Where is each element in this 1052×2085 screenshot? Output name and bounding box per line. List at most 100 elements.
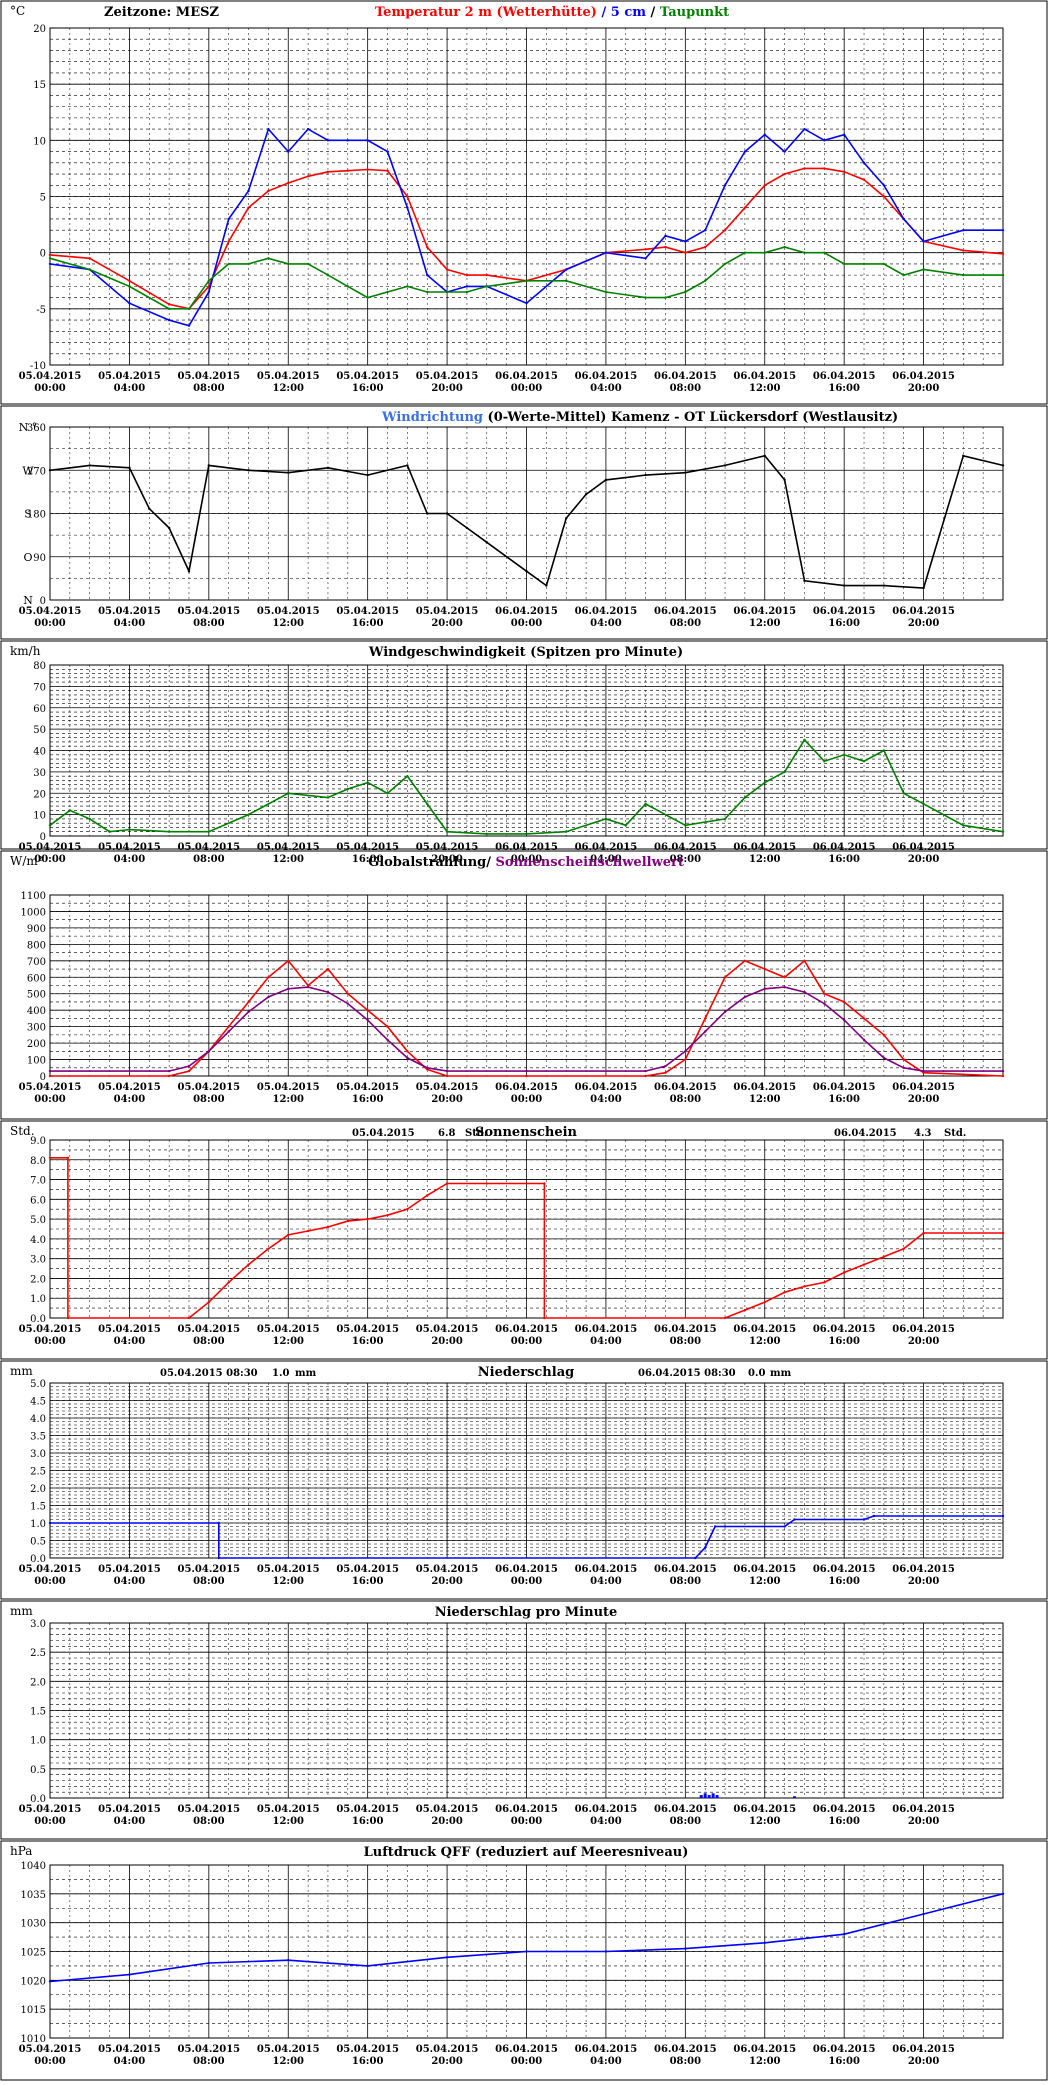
x-tick-time: 04:00 [590, 1576, 622, 1587]
x-tick-date: 05.04.2015 [257, 2044, 320, 2055]
x-tick-date: 05.04.2015 [98, 1804, 161, 1815]
title-part: Sonnenschein [475, 1125, 578, 1140]
x-tick-date: 05.04.2015 [416, 1804, 479, 1815]
x-tick-time: 16:00 [828, 2056, 860, 2067]
chart-precip: 0.00.51.01.52.02.53.03.54.04.55.0mm Niede… [10, 1364, 1005, 1587]
data-point [803, 127, 806, 131]
x-tick-date: 05.04.2015 [257, 606, 320, 617]
data-point [187, 1069, 191, 1073]
x-tick-date: 06.04.2015 [495, 1804, 558, 1815]
y-tick-label: 200 [27, 1039, 46, 1050]
x-tick-time: 16:00 [352, 2056, 384, 2067]
series-line [49, 246, 1003, 310]
x-tick-date: 06.04.2015 [495, 842, 558, 853]
data-point [406, 1208, 409, 1211]
data-point [346, 1002, 350, 1005]
annotation-date: 06.04.2015 [834, 1128, 897, 1139]
panel-frame [0, 1120, 1048, 1360]
data-point [723, 817, 727, 821]
unit-label: W/m² [10, 854, 43, 868]
x-tick-date: 06.04.2015 [733, 1082, 796, 1093]
data-point [525, 1950, 528, 1953]
data-point [565, 830, 568, 833]
data-point [227, 1281, 230, 1284]
data-point [763, 184, 766, 187]
data-point [306, 984, 310, 987]
data-point [48, 1069, 52, 1073]
bar-mark [715, 1795, 719, 1798]
data-point [485, 832, 488, 836]
data-point [664, 296, 667, 299]
data-point [525, 1074, 528, 1078]
y-tick-label: 360 [27, 423, 46, 434]
chart-title: Niederschlag pro Minute [435, 1605, 618, 1620]
data-point [128, 302, 131, 305]
data-point [386, 792, 389, 795]
data-point [902, 217, 905, 221]
x-tick-date: 05.04.2015 [98, 606, 161, 617]
data-point [485, 541, 488, 544]
x-tick-time: 00:00 [34, 1336, 66, 1347]
annotation-value: 1.0 [272, 1368, 289, 1379]
title-part: Temperatur 2 m (Wetterhütte) [375, 5, 597, 20]
data-point [644, 1069, 647, 1073]
y-tick-label: 2.5 [30, 1648, 46, 1659]
x-tick-time: 08:00 [670, 618, 702, 629]
data-point [287, 1233, 290, 1237]
data-point [823, 1281, 826, 1284]
x-tick-date: 06.04.2015 [813, 1324, 876, 1335]
data-point [406, 195, 409, 198]
data-point [803, 1285, 806, 1288]
y-tick-label: 30 [33, 768, 46, 779]
y-tick-label: 0 [40, 596, 46, 607]
x-tick-date: 06.04.2015 [495, 606, 558, 617]
x-tick-time: 08:00 [670, 1094, 702, 1105]
title-part: Windgeschwindigkeit (Spitzen pro Minute) [368, 645, 683, 660]
x-tick-time: 08:00 [670, 2056, 702, 2067]
data-point [485, 1182, 488, 1185]
unit-label: mm [10, 1604, 33, 1618]
panel-frame [0, 850, 1048, 1120]
x-tick-date: 05.04.2015 [178, 2044, 241, 2055]
x-tick-date: 06.04.2015 [813, 1804, 876, 1815]
data-point [902, 1247, 905, 1250]
data-point [267, 257, 270, 260]
data-point [306, 985, 310, 989]
y-tick-label: 6.0 [30, 1195, 46, 1206]
x-tick-date: 06.04.2015 [733, 1324, 796, 1335]
panel-frame [0, 640, 1048, 850]
chart-temperature: -10 -5 0 5 10 15 20 °C Temperatur 2 m (Wetterhüt… [10, 4, 1005, 394]
data-point [207, 1961, 211, 1965]
y-tick-label: 1.5 [30, 1502, 46, 1513]
data-point [445, 1956, 449, 1959]
y-tick-label: 100 [27, 1056, 46, 1067]
data-point [543, 1316, 546, 1320]
y-compass-label: S [24, 508, 32, 521]
data-point [167, 1069, 171, 1073]
x-tick-time: 00:00 [34, 1816, 66, 1827]
data-point [128, 1973, 131, 1976]
data-point [684, 1058, 687, 1061]
x-tick-time: 16:00 [352, 1336, 384, 1347]
data-point [366, 1018, 369, 1022]
data-point [1001, 1069, 1005, 1073]
data-point [68, 809, 72, 812]
data-point [148, 507, 151, 510]
timezone-label: Zeitzone: MESZ [104, 5, 219, 20]
unit-label: hPa [10, 1844, 32, 1858]
data-point [1001, 830, 1005, 833]
x-tick-date: 05.04.2015 [416, 606, 479, 617]
unit-label: mm [10, 1364, 33, 1378]
data-point [88, 257, 91, 260]
x-tick-date: 06.04.2015 [495, 1564, 558, 1575]
data-point [803, 251, 806, 254]
data-point [366, 1008, 369, 1012]
data-point [326, 1225, 330, 1229]
y-tick-label: 0.5 [30, 1765, 46, 1776]
data-point [922, 1231, 925, 1235]
data-point [445, 268, 449, 271]
data-point [803, 738, 806, 742]
x-tick-date: 05.04.2015 [178, 1804, 241, 1815]
x-tick-time: 12:00 [272, 854, 304, 865]
data-point [723, 1525, 727, 1528]
